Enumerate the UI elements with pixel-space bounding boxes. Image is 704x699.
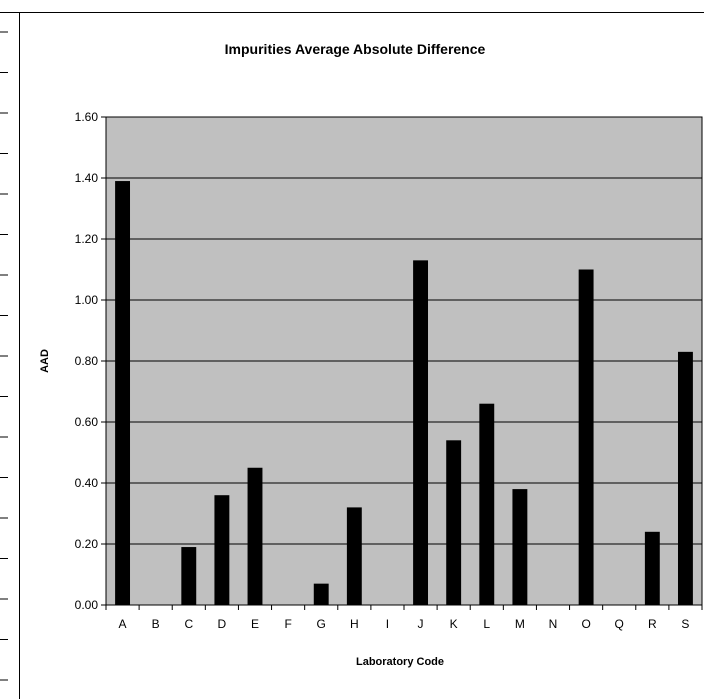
bar-G	[313, 583, 329, 605]
y-tick-label: 0.80	[75, 354, 99, 368]
bar-D	[214, 495, 230, 605]
x-tick-label: K	[450, 617, 458, 631]
bar-K	[446, 440, 462, 605]
x-tick-label: A	[119, 617, 127, 631]
x-tick-label: C	[184, 617, 193, 631]
gridlines	[101, 116, 702, 606]
y-tick-label: 0.60	[75, 415, 99, 429]
x-tick-label: M	[515, 617, 525, 631]
y-axis-title: AAD	[39, 349, 51, 373]
bar-O	[578, 269, 594, 605]
x-tick-label: S	[681, 617, 689, 631]
y-tick-label: 0.40	[75, 476, 99, 490]
y-tick-label: 0.20	[75, 537, 99, 551]
bar-M	[512, 489, 528, 605]
x-tick-label: I	[386, 617, 389, 631]
x-tick-label: H	[350, 617, 359, 631]
y-tick-labels: 0.00 0.20 0.40 0.60 0.80 1.00 1.20 1.40 1.60	[75, 110, 99, 612]
x-tick-label: Q	[615, 617, 624, 631]
y-tick-label: 1.00	[75, 293, 99, 307]
x-tick-label: D	[218, 617, 227, 631]
chart-title: Impurities Average Absolute Difference	[225, 41, 486, 57]
y-tick-label: 1.40	[75, 171, 99, 185]
bar-R	[644, 531, 660, 605]
bar-S	[677, 351, 693, 605]
bar-A	[115, 181, 131, 606]
x-tick-label: E	[251, 617, 259, 631]
bar-H	[346, 507, 362, 605]
x-tick-label: O	[581, 617, 590, 631]
y-tick-label: 1.20	[75, 232, 99, 246]
x-tick-label: B	[152, 617, 160, 631]
x-tick-label: G	[317, 617, 326, 631]
x-tick-label: R	[648, 617, 657, 631]
y-tick-label: 1.60	[75, 110, 99, 124]
x-tick-label: J	[418, 617, 424, 631]
bars	[105, 181, 703, 610]
x-axis-title: Laboratory Code	[356, 656, 444, 668]
bar-L	[479, 403, 495, 605]
bar-C	[181, 547, 197, 605]
bar-E	[247, 467, 263, 605]
y-tick-label: 0.00	[75, 598, 99, 612]
x-tick-label: N	[549, 617, 558, 631]
row-marks	[0, 31, 8, 681]
x-tick-label: L	[483, 617, 490, 631]
bar-J	[413, 260, 429, 605]
x-tick-label: F	[284, 617, 291, 631]
